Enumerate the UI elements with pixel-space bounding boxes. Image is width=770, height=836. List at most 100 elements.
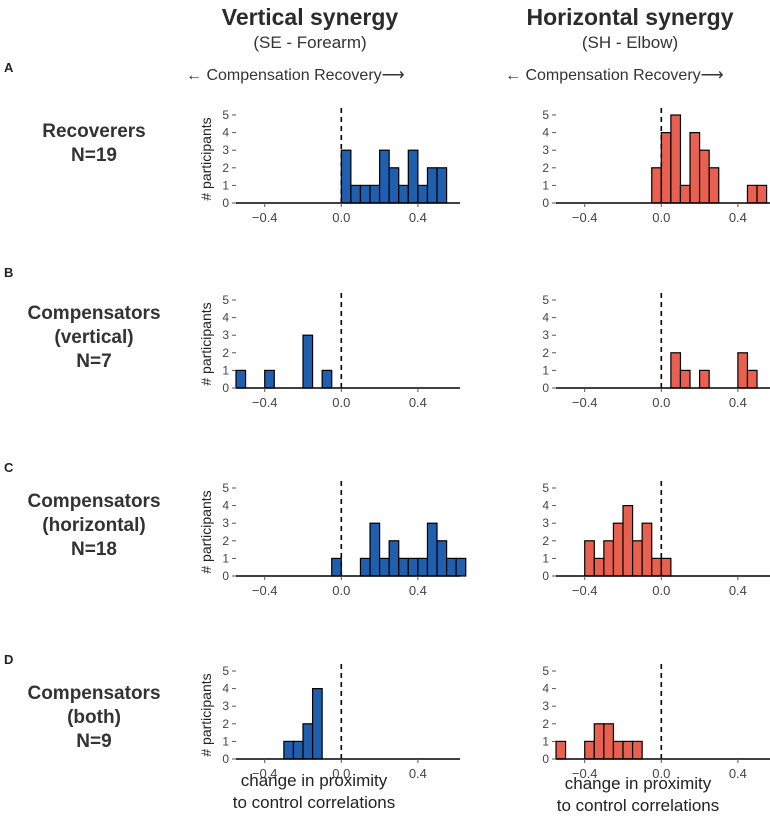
histogram-bar (603, 723, 615, 760)
histogram-bar (622, 505, 634, 577)
y-tick-label: 4 (222, 682, 229, 696)
y-tick-label: 1 (222, 363, 229, 377)
histogram-bar (417, 184, 429, 204)
row-label-count: N=19 (71, 145, 117, 166)
x-tick-label: 0.0 (332, 766, 350, 781)
x-tick-label: 0.0 (332, 395, 350, 410)
row-label-line: Compensators (27, 683, 161, 704)
y-axis-title: # participants (198, 673, 214, 756)
y-tick-label: 3 (542, 699, 549, 713)
arrow-text: Compensation Recovery (206, 67, 382, 84)
y-axis-title: # participants (198, 302, 214, 385)
y-tick-label: 0 (542, 569, 549, 583)
y-tick-label: 0 (542, 196, 549, 210)
y-tick-label: 1 (542, 363, 549, 377)
y-tick-label: 3 (222, 699, 229, 713)
histogram-bar (679, 184, 691, 204)
row-label-line: (both) (67, 707, 121, 728)
row-label-compensators-horizontal: Compensators (horizontal) N=18 (4, 490, 184, 562)
y-tick-label: 3 (542, 516, 549, 530)
y-tick-label: 4 (222, 126, 229, 140)
y-tick-label: 5 (222, 481, 229, 495)
panel-letter-b: B (4, 265, 14, 280)
histogram-bar (235, 369, 247, 389)
histogram-bar (689, 132, 701, 204)
x-tick-label: −0.4 (572, 766, 598, 781)
x-tick-label: −0.4 (252, 583, 278, 598)
x-tick-label: −0.4 (252, 210, 278, 225)
row-label-count: N=18 (71, 539, 117, 560)
histogram-bar (378, 557, 390, 577)
y-tick-label: 5 (222, 108, 229, 122)
histogram-bar (302, 334, 314, 389)
y-tick-label: 4 (222, 311, 229, 325)
y-tick-label: 1 (542, 551, 549, 565)
y-tick-label: 5 (542, 293, 549, 307)
y-tick-label: 3 (222, 516, 229, 530)
arrow-text: Compensation Recovery (525, 67, 701, 84)
histogram-bar (426, 522, 438, 577)
y-tick-label: 5 (542, 664, 549, 678)
histogram-bar (311, 687, 323, 760)
y-tick-label: 2 (542, 161, 549, 175)
x-tick-label: −0.4 (572, 395, 598, 410)
histogram-bar (455, 557, 467, 577)
y-tick-label: 3 (222, 328, 229, 342)
y-tick-label: 4 (222, 499, 229, 513)
y-tick-label: 4 (542, 126, 549, 140)
histogram-bar (737, 352, 749, 389)
histogram-bar (593, 557, 605, 577)
histogram-bar (679, 369, 691, 389)
histogram-bar (584, 540, 595, 577)
y-tick-label: 1 (222, 734, 229, 748)
y-tick-label: 2 (542, 346, 549, 360)
direction-arrow-label-right: ← Compensation Recovery⟶ (505, 65, 724, 85)
y-tick-label: 3 (542, 328, 549, 342)
horizontal-synergy-header: Horizontal synergy (SH - Elbow) (480, 4, 770, 53)
x-tick-label: 0.4 (409, 583, 427, 598)
y-axis-title: # participants (198, 117, 214, 200)
panel-letter-a: A (4, 60, 14, 75)
histogram-bar (612, 740, 624, 760)
y-tick-label: 0 (222, 569, 229, 583)
x-tick-label: −0.4 (252, 766, 278, 781)
panel-letter-d: D (4, 652, 14, 667)
histogram-bar (378, 149, 390, 204)
histogram-bar (388, 540, 400, 577)
y-tick-label: 4 (542, 499, 549, 513)
histogram-bar (670, 352, 682, 389)
histogram-bar (398, 184, 409, 204)
x-tick-label: 0.0 (652, 766, 670, 781)
y-tick-label: 2 (222, 161, 229, 175)
histogram-bar (641, 522, 653, 577)
histogram-bar (670, 114, 682, 204)
histogram-bar (445, 557, 457, 577)
x-tick-label: 0.0 (652, 210, 670, 225)
x-axis-label-horizontal: change in proximity to control correlati… (556, 774, 720, 815)
x-tick-label: 0.4 (409, 210, 427, 225)
y-tick-label: 2 (222, 534, 229, 548)
histogram-bar (359, 557, 371, 577)
y-tick-label: 0 (542, 381, 549, 395)
vertical-synergy-title: Vertical synergy (221, 4, 399, 30)
histogram-bar (603, 540, 615, 577)
x-tick-label: 0.4 (409, 395, 427, 410)
y-tick-label: 0 (222, 196, 229, 210)
histogram-bar (631, 740, 643, 760)
histogram-bar (555, 740, 567, 760)
y-tick-label: 2 (222, 717, 229, 731)
x-tick-label: 0.0 (652, 395, 670, 410)
x-axis-label-vertical: change in proximity to control correlati… (232, 771, 396, 812)
y-tick-label: 1 (542, 734, 549, 748)
y-axis-title: # participants (198, 490, 214, 573)
x-tick-label: 0.0 (332, 210, 350, 225)
x-tick-label: 0.4 (729, 210, 747, 225)
row-label-line: (horizontal) (42, 515, 146, 536)
y-tick-label: 5 (542, 481, 549, 495)
histogram-bar (593, 723, 605, 760)
histogram-bar (369, 184, 381, 204)
horizontal-synergy-subtitle: (SH - Elbow) (581, 33, 679, 52)
histogram-bar (388, 167, 400, 204)
x-tick-label: −0.4 (572, 583, 598, 598)
left-arrow-icon: ← (186, 67, 202, 84)
